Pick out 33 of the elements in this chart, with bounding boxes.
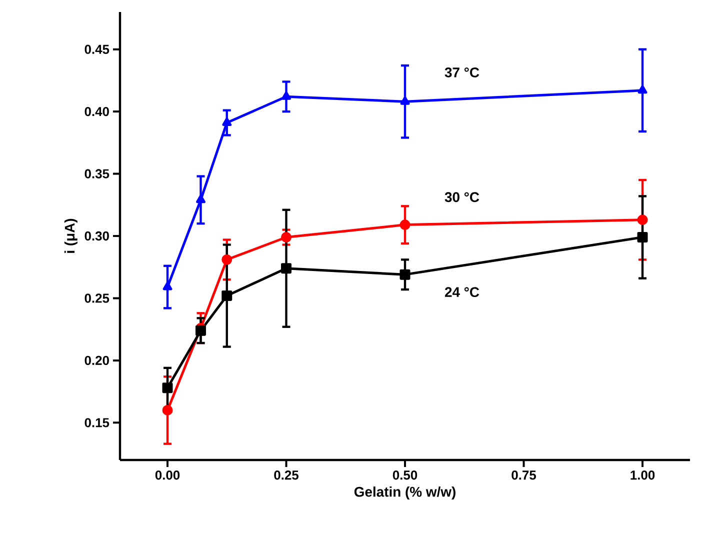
point	[162, 382, 173, 394]
x-tick-label: 0.75	[512, 470, 536, 480]
point	[637, 232, 648, 242]
point	[638, 85, 648, 94]
series-label: 30 °C	[444, 192, 480, 202]
point	[222, 290, 232, 301]
point	[162, 282, 172, 290]
point	[637, 214, 648, 226]
x-tick-label: 0.25	[274, 470, 298, 480]
point	[196, 194, 206, 204]
x-tick-label: 1.00	[630, 470, 655, 480]
y-tick-label: 0.30	[84, 231, 109, 241]
point	[281, 263, 292, 274]
y-tick-label: 0.20	[84, 356, 109, 366]
series-label: 24 °C	[444, 287, 480, 298]
point	[282, 91, 291, 100]
point	[400, 220, 410, 230]
point	[222, 118, 232, 126]
point	[400, 96, 410, 105]
x-axis-title: Gelatin (% w/w)	[354, 486, 456, 500]
y-tick-label: 0.35	[84, 169, 110, 178]
x-tick-label: 0.00	[155, 470, 180, 480]
point	[281, 232, 292, 242]
y-tick-label: 0.15	[84, 418, 110, 428]
y-tick-label: 0.25	[84, 294, 110, 303]
point	[196, 325, 206, 336]
x-tick-label: 0.50	[392, 470, 418, 480]
point	[400, 269, 410, 280]
series-label: 37 °C	[444, 67, 480, 78]
point	[222, 254, 232, 265]
y-tick-label: 0.40	[84, 106, 109, 116]
y-axis-title: i (μA)	[64, 218, 78, 253]
y-tick-label: 0.45	[84, 44, 110, 54]
